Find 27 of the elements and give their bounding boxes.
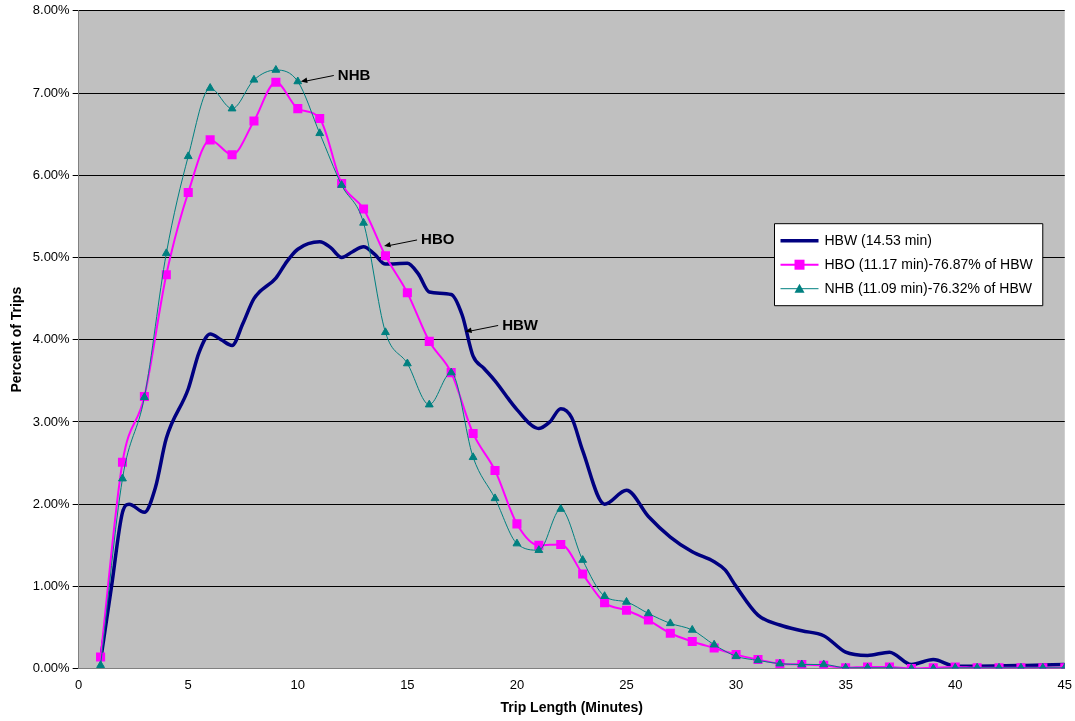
y-tick-label: 0.00%: [32, 660, 71, 676]
y-tick-label: 3.00%: [32, 413, 71, 429]
x-tick-label: 15: [400, 676, 415, 692]
y-tick-label: 5.00%: [32, 249, 71, 265]
x-tick-label: 5: [184, 676, 192, 692]
y-tick-label: 7.00%: [32, 84, 71, 100]
x-tick-label: 20: [509, 676, 525, 692]
annotation: NHB: [337, 65, 371, 83]
legend-label: HBW (14.53 min): [824, 231, 932, 248]
x-tick-label: 0: [75, 676, 83, 692]
annotation: HBW: [502, 315, 539, 333]
y-tick-label: 6.00%: [32, 166, 71, 182]
legend-label: NHB (11.09 min)-76.32% of HBW: [824, 279, 1033, 296]
y-tick-label: 2.00%: [32, 495, 71, 511]
y-tick-label: 8.00%: [32, 2, 71, 18]
x-tick-label: 30: [728, 676, 744, 692]
y-tick-label: 1.00%: [32, 577, 71, 593]
x-tick-label: 40: [947, 676, 963, 692]
x-tick-label: 35: [838, 676, 853, 692]
legend-label: HBO (11.17 min)-76.87% of HBW: [824, 255, 1034, 272]
x-axis-title: Trip Length (Minutes): [500, 699, 643, 716]
x-tick-label: 25: [619, 676, 634, 692]
y-tick-label: 4.00%: [32, 331, 71, 347]
x-tick-label: 45: [1057, 676, 1072, 692]
y-axis-title: Percent of Trips: [8, 286, 25, 393]
annotation: HBO: [421, 230, 455, 248]
x-tick-label: 10: [290, 676, 306, 692]
